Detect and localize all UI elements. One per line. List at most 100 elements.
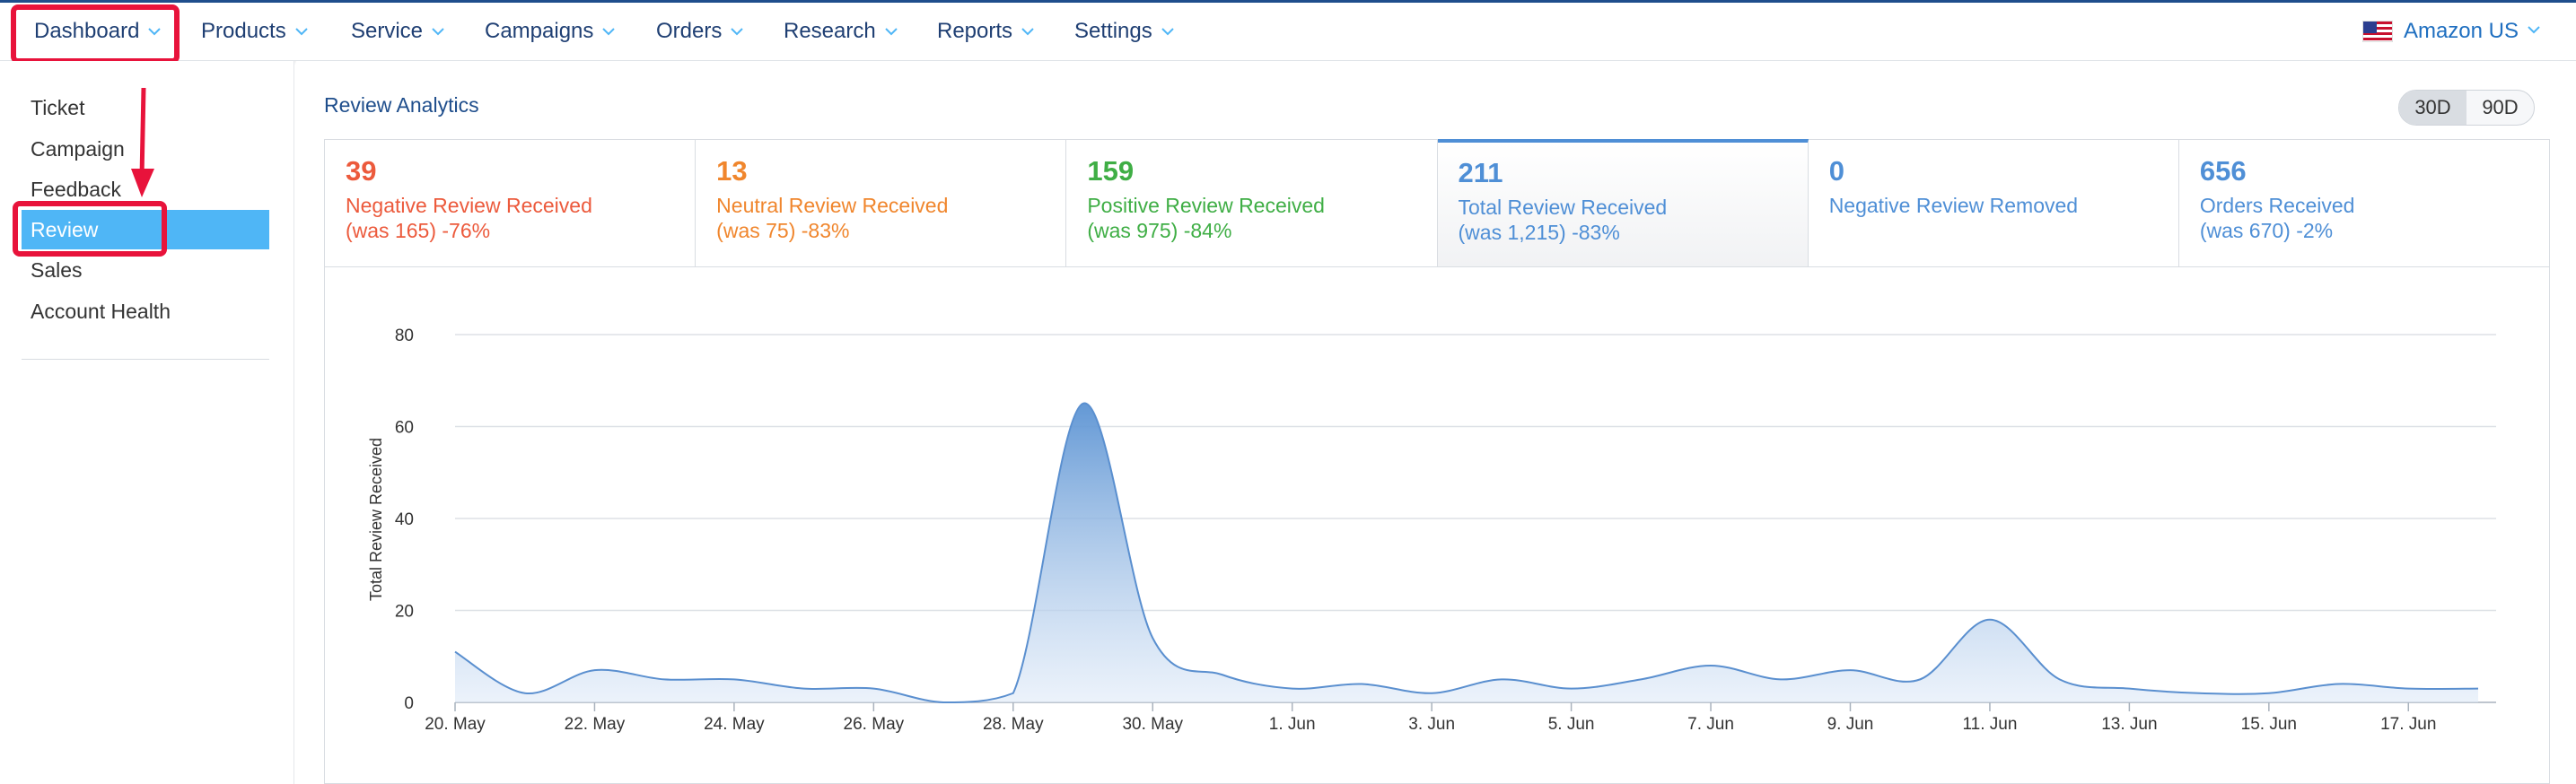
data-point[interactable] <box>1499 676 1504 682</box>
data-point[interactable] <box>1081 401 1086 406</box>
stat-card-total-review-received[interactable]: 211 Total Review Received (was 1,215) -83% <box>1437 139 1809 266</box>
x-tick-label: 9. Jun <box>1827 715 1874 734</box>
stat-card-negative-review-received[interactable]: 39 Negative Review Received (was 165) -76% <box>325 140 697 266</box>
data-point[interactable] <box>2336 682 2342 687</box>
chevron-down-icon <box>2526 19 2542 44</box>
nav-products[interactable]: Products <box>201 3 310 60</box>
data-point[interactable] <box>871 686 876 692</box>
stat-card-negative-review-removed[interactable]: 0 Negative Review Removed <box>1809 140 2179 266</box>
page-title: Review Analytics <box>324 93 479 117</box>
x-tick-label: 22. May <box>565 715 626 734</box>
data-point[interactable] <box>2475 686 2481 692</box>
chevron-down-icon <box>600 23 617 39</box>
stat-value: 159 <box>1087 155 1135 187</box>
data-point[interactable] <box>1290 686 1295 692</box>
data-point[interactable] <box>2126 686 2132 692</box>
stat-value: 39 <box>346 155 377 187</box>
sidebar-item-ticket[interactable]: Ticket <box>31 95 85 119</box>
stat-label: Total Review Received <box>1458 196 1668 220</box>
stat-value: 0 <box>1828 155 1844 187</box>
y-tick-label: 80 <box>395 327 414 345</box>
data-point[interactable] <box>1778 676 1783 682</box>
y-tick-label: 60 <box>395 419 414 438</box>
nav-dashboard-label: Dashboard <box>34 19 140 43</box>
x-tick-label: 30. May <box>1122 715 1183 734</box>
sidebar-item-review[interactable]: Review <box>22 210 269 249</box>
data-point[interactable] <box>452 649 458 655</box>
nav-dashboard[interactable]: Dashboard <box>34 3 162 60</box>
data-point[interactable] <box>1917 676 1923 682</box>
data-point[interactable] <box>1011 691 1016 696</box>
series-area <box>455 403 2478 702</box>
x-tick-label: 1. Jun <box>1269 715 1316 734</box>
y-tick-label: 40 <box>395 510 414 529</box>
stat-change: (was 1,215) -83% <box>1458 220 1620 244</box>
data-point[interactable] <box>802 686 807 692</box>
sidebar-item-campaign[interactable]: Campaign <box>31 136 125 161</box>
marketplace-label: Amazon US <box>2403 19 2519 43</box>
nav-reports-label: Reports <box>937 19 1013 43</box>
data-point[interactable] <box>591 667 597 673</box>
annotation-arrow-icon <box>131 88 154 197</box>
chevron-down-icon <box>1160 23 1176 39</box>
data-point[interactable] <box>1220 672 1225 677</box>
nav-campaigns[interactable]: Campaigns <box>485 3 617 60</box>
data-point[interactable] <box>1150 635 1155 640</box>
data-point[interactable] <box>941 700 946 705</box>
us-flag-icon <box>2361 21 2393 42</box>
range-90d-button[interactable]: 90D <box>2482 96 2519 118</box>
stat-card-positive-review-received[interactable]: 159 Positive Review Received (was 975) -84… <box>1066 140 1438 266</box>
nav-research[interactable]: Research <box>784 3 899 60</box>
data-point[interactable] <box>1429 691 1434 696</box>
stat-card-neutral-review-received[interactable]: 13 Neutral Review Received (was 75) -83% <box>696 140 1067 266</box>
stat-label: Negative Review Received <box>346 194 592 218</box>
stat-change: (was 975) -84% <box>1087 218 1232 242</box>
range-30d-button[interactable]: 30D <box>2399 91 2466 125</box>
sidebar-item-sales[interactable]: Sales <box>31 257 83 282</box>
nav-settings[interactable]: Settings <box>1074 3 1176 60</box>
x-tick-label: 5. Jun <box>1548 715 1595 734</box>
nav-reports[interactable]: Reports <box>937 3 1036 60</box>
x-tick-label: 11. Jun <box>1962 715 2017 734</box>
nav-settings-label: Settings <box>1074 19 1152 43</box>
nav-products-label: Products <box>201 19 286 43</box>
y-tick-label: 0 <box>404 694 414 713</box>
sidebar: Ticket Campaign Feedback Review Sales Account… <box>0 61 294 784</box>
stat-change: (was 165) -76% <box>346 218 491 242</box>
date-range-toggle: 30D 90D <box>2398 90 2535 126</box>
chevron-down-icon <box>146 23 162 39</box>
nav-orders-label: Orders <box>656 19 723 43</box>
chevron-down-icon <box>729 23 745 39</box>
chevron-down-icon <box>430 23 446 39</box>
data-point[interactable] <box>1987 617 1993 623</box>
data-point[interactable] <box>1708 663 1713 668</box>
data-point[interactable] <box>732 676 737 682</box>
stat-cards: 39 Negative Review Received (was 165) -76%… <box>324 139 2550 267</box>
data-point[interactable] <box>1359 682 1364 687</box>
data-point[interactable] <box>1638 676 1643 682</box>
data-point[interactable] <box>2266 691 2272 696</box>
data-point[interactable] <box>1569 686 1574 692</box>
sidebar-item-feedback[interactable]: Feedback <box>31 177 122 201</box>
nav-orders[interactable]: Orders <box>656 3 745 60</box>
y-tick-label: 20 <box>395 603 414 622</box>
chevron-down-icon <box>1020 23 1036 39</box>
top-navigation-bar: Dashboard Products Service Campaigns Orders R… <box>0 0 2576 64</box>
stat-card-orders-received[interactable]: 656 Orders Received (was 670) -2% <box>2179 140 2549 266</box>
x-tick-label: 17. Jun <box>2380 715 2436 734</box>
data-point[interactable] <box>662 676 667 682</box>
data-point[interactable] <box>522 691 528 696</box>
data-point[interactable] <box>2405 686 2411 692</box>
nav-campaigns-label: Campaigns <box>485 19 594 43</box>
sidebar-item-account-health[interactable]: Account Health <box>31 299 171 323</box>
nav-service[interactable]: Service <box>351 3 446 60</box>
x-tick-label: 15. Jun <box>2241 715 2297 734</box>
stat-label: Positive Review Received <box>1087 194 1325 218</box>
x-tick-label: 13. Jun <box>2101 715 2157 734</box>
stat-change: (was 670) -2% <box>2199 218 2334 242</box>
data-point[interactable] <box>2196 691 2202 696</box>
data-point[interactable] <box>1847 667 1853 673</box>
marketplace-selector[interactable]: Amazon US <box>2361 3 2542 60</box>
data-point[interactable] <box>2057 676 2063 682</box>
